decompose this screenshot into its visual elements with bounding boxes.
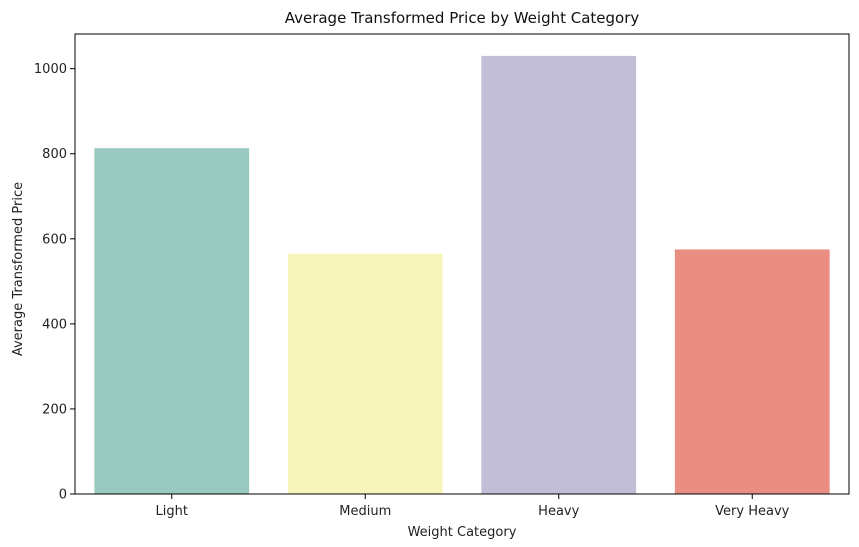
y-tick-label: 200 — [42, 402, 67, 417]
bars-group — [94, 55, 830, 495]
y-tick-label: 400 — [42, 317, 67, 332]
y-tick-label: 1000 — [34, 62, 67, 77]
x-tick-label: Heavy — [538, 504, 579, 519]
y-tick-label: 600 — [42, 232, 67, 247]
bar-heavy — [481, 55, 637, 495]
x-tick-label: Very Heavy — [715, 504, 789, 519]
plot-frame — [74, 33, 850, 495]
x-tick-label: Medium — [339, 504, 391, 519]
bar-light — [94, 148, 250, 494]
x-axis-label: Weight Category — [408, 525, 517, 540]
x-axis: Light Medium Heavy Very Heavy — [156, 494, 790, 519]
bar-medium — [287, 253, 443, 494]
y-axis-label: Average Transformed Price — [11, 182, 26, 356]
y-tick-label: 0 — [59, 488, 67, 503]
y-tick-label: 800 — [42, 147, 67, 162]
chart-title: Average Transformed Price by Weight Cate… — [285, 9, 640, 27]
bar-very-heavy — [674, 249, 830, 494]
x-tick-label: Light — [156, 504, 188, 519]
y-axis: 0 200 400 600 800 1000 — [34, 62, 75, 503]
